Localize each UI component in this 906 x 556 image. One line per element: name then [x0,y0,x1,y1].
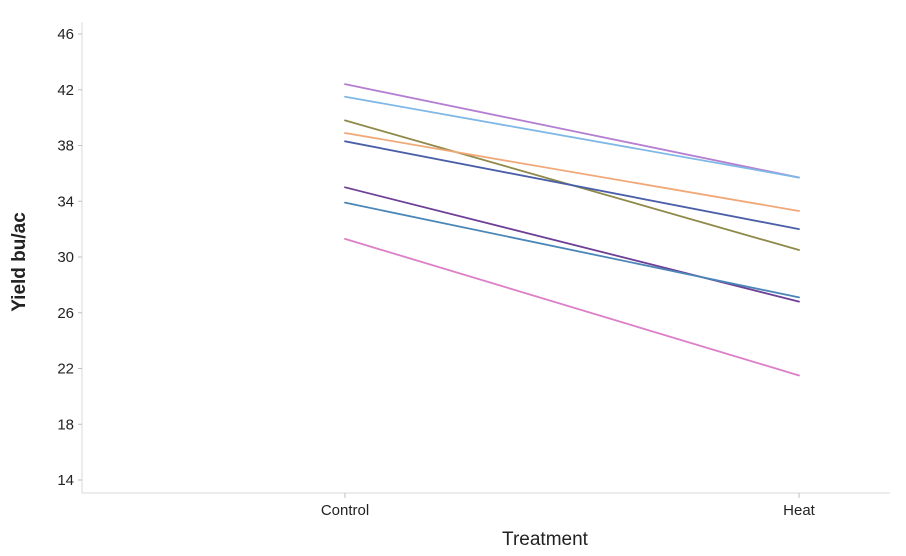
y-tick-label: 42 [57,82,74,99]
series-line-7 [344,201,800,299]
y-axis-title: Yield bu/ac [9,212,30,312]
y-tick-label: 14 [57,472,74,489]
y-tick-label: 26 [57,305,74,322]
y-tick-label: 18 [57,416,74,433]
y-axis-ticks: 14 18 22 26 30 34 38 42 46 [57,26,82,489]
y-tick-label: 46 [57,26,74,43]
series-line-5 [344,140,800,231]
x-tick-label-heat: Heat [783,502,816,519]
series-line-2 [344,95,800,179]
series-line-8 [344,237,800,377]
series-lines [344,83,800,377]
series-line-6 [344,186,800,303]
y-tick-label: 38 [57,138,74,155]
y-tick-label: 34 [57,193,74,210]
x-tick-label-control: Control [321,502,369,519]
series-line-1 [344,83,800,179]
series-line-4 [344,132,800,212]
x-axis-title: Treatment [502,529,589,550]
y-tick-label: 30 [57,249,74,266]
x-axis-ticks: Control Heat [321,493,816,519]
y-tick-label: 22 [57,361,74,378]
